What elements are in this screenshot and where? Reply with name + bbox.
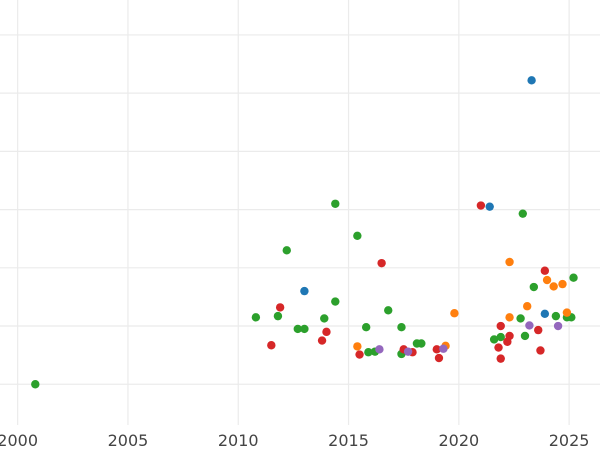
data-points xyxy=(31,76,578,389)
data-point-s0-20 xyxy=(516,314,525,323)
data-point-s1-3 xyxy=(322,327,331,337)
data-point-s1-17 xyxy=(536,346,545,355)
x-tick-label-2005: 2005 xyxy=(108,431,149,450)
data-point-s0-18 xyxy=(489,335,499,344)
data-point-s4-1 xyxy=(403,347,413,356)
data-point-s0-11 xyxy=(364,348,373,357)
data-point-s1-18 xyxy=(540,266,550,275)
data-point-s3-7 xyxy=(549,282,558,291)
data-point-s3-0 xyxy=(353,342,362,351)
data-point-s3-3 xyxy=(505,313,514,322)
x-tick-label-2010: 2010 xyxy=(218,431,259,450)
data-point-s0-19 xyxy=(496,332,505,342)
data-point-s4-3 xyxy=(525,321,534,330)
data-point-s0-9 xyxy=(353,231,362,240)
x-tick-label-2015: 2015 xyxy=(328,431,369,450)
data-point-s1-13 xyxy=(496,321,505,331)
data-point-s0-4 xyxy=(293,324,302,334)
data-point-s2-0 xyxy=(300,286,309,296)
data-point-s3-2 xyxy=(450,309,459,318)
data-point-s1-2 xyxy=(317,336,327,345)
data-point-s0-3 xyxy=(282,246,291,255)
x-axis-tick-labels: 2000 2005 2010 2015 2020 2025 xyxy=(0,431,589,450)
data-point-s0-22 xyxy=(520,331,530,341)
data-point-s3-8 xyxy=(558,279,567,289)
data-point-s4-0 xyxy=(375,345,384,354)
data-point-s1-15 xyxy=(505,331,514,341)
x-tick-label-2000: 2000 xyxy=(0,431,38,450)
data-point-s1-9 xyxy=(434,353,444,363)
data-point-s3-4 xyxy=(505,257,514,267)
data-point-s1-4 xyxy=(355,350,364,359)
data-point-s2-1 xyxy=(485,202,494,211)
data-point-s1-1 xyxy=(275,303,285,312)
data-point-s1-16 xyxy=(534,325,543,335)
data-point-s0-27 xyxy=(569,273,578,282)
data-point-s0-17 xyxy=(417,339,426,348)
data-point-s0-24 xyxy=(551,311,561,321)
horizontal-gridlines xyxy=(0,34,600,385)
data-point-s1-5 xyxy=(377,258,386,268)
data-point-s1-12 xyxy=(496,354,505,363)
data-point-s2-3 xyxy=(540,309,550,319)
data-point-s3-9 xyxy=(562,308,572,317)
data-point-s1-0 xyxy=(267,341,276,350)
data-point-s0-2 xyxy=(273,311,283,321)
data-point-s4-2 xyxy=(439,344,448,353)
data-point-s0-7 xyxy=(331,297,340,306)
data-point-s0-0 xyxy=(31,380,40,389)
data-point-s0-15 xyxy=(397,322,406,332)
data-point-s3-6 xyxy=(542,275,552,285)
data-point-s0-6 xyxy=(320,314,329,323)
data-point-s2-2 xyxy=(527,76,536,85)
data-point-s0-1 xyxy=(251,313,261,322)
data-point-s1-11 xyxy=(494,343,503,352)
data-point-s0-21 xyxy=(518,209,527,218)
data-point-s4-4 xyxy=(553,321,563,331)
x-tick-label-2020: 2020 xyxy=(438,431,479,450)
data-point-s0-23 xyxy=(529,282,539,292)
data-point-s0-10 xyxy=(361,322,371,332)
data-point-s1-10 xyxy=(476,201,486,210)
x-tick-label-2025: 2025 xyxy=(549,431,590,450)
data-point-s0-5 xyxy=(300,324,309,334)
data-point-s0-13 xyxy=(384,306,393,315)
vertical-gridlines xyxy=(17,0,570,425)
data-point-s3-5 xyxy=(523,302,532,311)
data-point-s0-8 xyxy=(331,199,340,208)
data-point-s1-8 xyxy=(432,345,441,354)
